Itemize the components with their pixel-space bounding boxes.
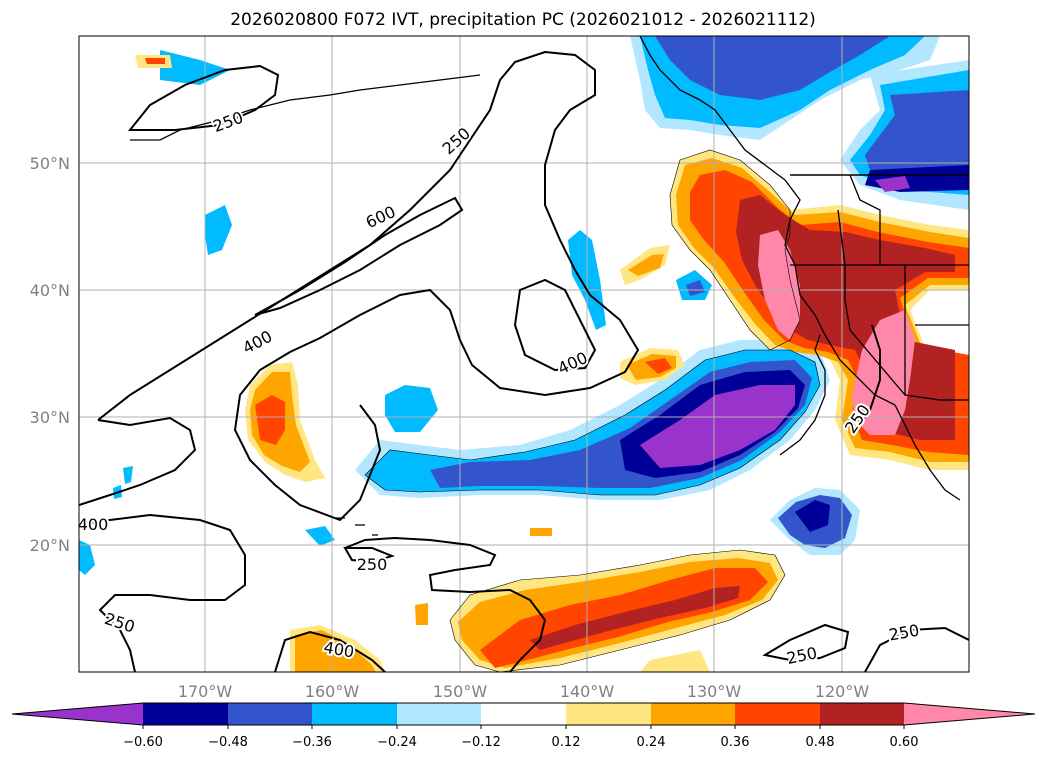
lon-label: 150°W xyxy=(433,682,488,701)
colorbar-upper-extension xyxy=(904,703,1035,725)
colorbar-tick-label: 0.48 xyxy=(806,735,835,750)
positive-anomaly-south-band xyxy=(450,550,785,672)
colorbar-tick-label: 0.24 xyxy=(637,735,666,750)
figure-title: 2026020800 F072 IVT, precipitation PC (2… xyxy=(230,10,816,30)
ivt-contours xyxy=(79,50,969,672)
negative-anomaly-small-patches xyxy=(79,50,860,575)
colorbar: −0.60 −0.48 −0.36 −0.24 −0.12 0.12 0.24 … xyxy=(11,702,1036,750)
colorbar-tick-label: −0.60 xyxy=(123,735,163,750)
positive-anomaly-coast xyxy=(670,150,969,470)
colorbar-segment xyxy=(312,703,397,725)
lat-label: 40°N xyxy=(30,281,70,300)
colorbar-tick-label: 0.60 xyxy=(890,735,919,750)
coastlines xyxy=(130,36,969,536)
positive-anomaly-small-patches xyxy=(135,55,710,672)
lat-label: 20°N xyxy=(30,536,70,555)
colorbar-segment xyxy=(228,703,312,725)
map-frame xyxy=(78,35,970,673)
colorbar-tick-label: −0.48 xyxy=(208,735,248,750)
colorbar-lower-extension xyxy=(12,703,143,725)
colorbar-segment xyxy=(735,703,820,725)
gridlines xyxy=(79,36,969,672)
colorbar-tick-label: −0.36 xyxy=(292,735,332,750)
colorbar-tick-label: 0.12 xyxy=(552,735,581,750)
lat-label: 30°N xyxy=(30,408,70,427)
latitude-labels: 50°N 40°N 30°N 20°N xyxy=(30,154,70,555)
colorbar-segment xyxy=(820,703,904,725)
lon-label: 120°W xyxy=(815,682,870,701)
lat-label: 50°N xyxy=(30,154,70,173)
longitude-labels: 170°W 160°W 150°W 140°W 130°W 120°W xyxy=(178,682,870,701)
colorbar-segment xyxy=(651,703,735,725)
colorbar-segment xyxy=(566,703,651,725)
anomaly-outlines xyxy=(364,149,821,672)
contour-label: 250 xyxy=(357,555,388,574)
colorbar-segment xyxy=(143,703,228,725)
colorbar-tick-label: −0.24 xyxy=(377,735,417,750)
lon-label: 140°W xyxy=(560,682,615,701)
lon-label: 170°W xyxy=(178,682,233,701)
colorbar-segment xyxy=(481,703,566,725)
lon-label: 130°W xyxy=(687,682,742,701)
colorbar-segment xyxy=(397,703,481,725)
contour-label: 400 xyxy=(78,515,109,534)
colorbar-tick-label: −0.12 xyxy=(461,735,501,750)
colorbar-tick-label: 0.36 xyxy=(721,735,750,750)
negative-anomaly-northeast xyxy=(840,60,969,210)
lon-label: 160°W xyxy=(305,682,360,701)
